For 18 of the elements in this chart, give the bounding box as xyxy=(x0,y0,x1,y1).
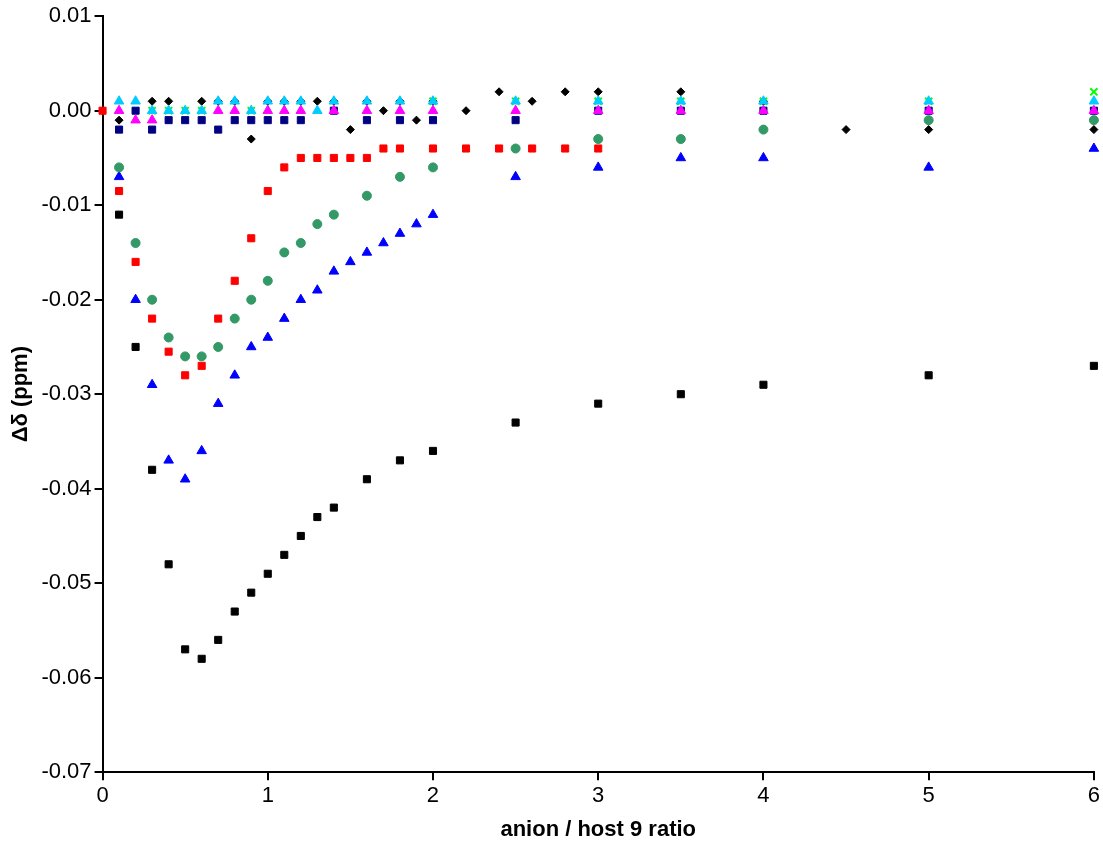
y-tick-label: -0.01 xyxy=(41,191,92,217)
y-tick-label: 0.00 xyxy=(48,96,92,122)
y-tick-label: -0.02 xyxy=(41,285,92,311)
y-tick-label: -0.07 xyxy=(41,758,92,784)
x-tick-label: 3 xyxy=(592,782,605,808)
y-tick-label: -0.06 xyxy=(41,663,92,689)
x-tick-label: 6 xyxy=(1087,782,1101,808)
y-tick-label: -0.03 xyxy=(41,380,92,406)
x-tick-label: 4 xyxy=(757,782,770,808)
x-tick-label: 1 xyxy=(261,782,274,808)
x-tick-label: 5 xyxy=(922,782,935,808)
y-tick-label: -0.05 xyxy=(41,569,92,595)
x-axis-title: anion / host 9 ratio xyxy=(500,815,696,841)
y-tick-label: -0.04 xyxy=(41,474,92,500)
x-tick-label: 0 xyxy=(96,782,109,808)
x-tick-label: 2 xyxy=(426,782,440,808)
y-tick-label: 0.01 xyxy=(48,2,92,28)
y-axis-title: Δδ (ppm) xyxy=(7,346,33,443)
